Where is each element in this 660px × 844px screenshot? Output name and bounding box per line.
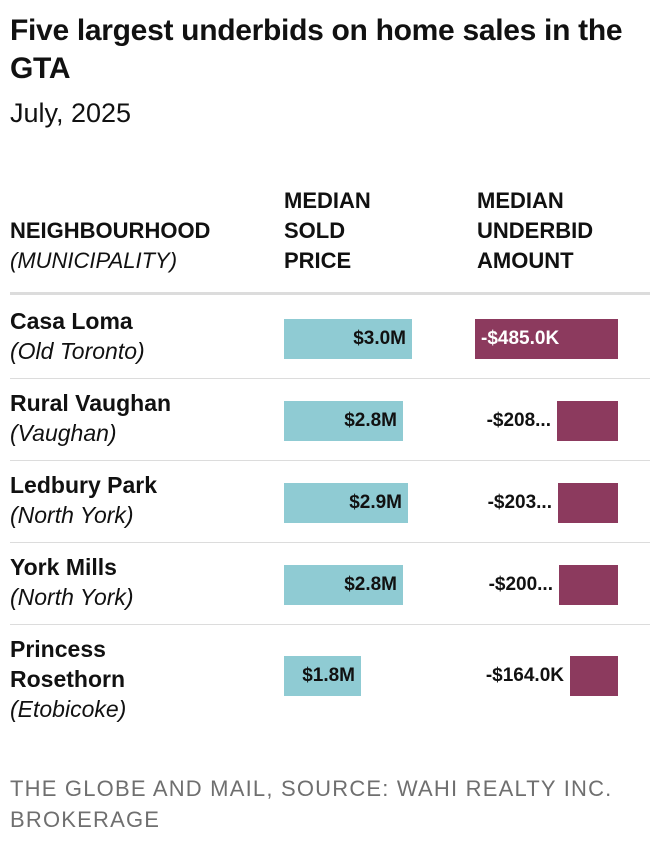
- header-divider: [10, 292, 650, 295]
- row-divider: [10, 460, 650, 461]
- municipality-name: (Etobicoke): [10, 696, 127, 722]
- price-label: $1.8M: [302, 665, 355, 686]
- price-label: $2.8M: [344, 574, 397, 595]
- column-header-neighbourhood-line2: (MUNICIPALITY): [10, 248, 178, 273]
- column-header-underbid: MEDIAN UNDERBID AMOUNT: [477, 186, 593, 276]
- price-bar: [284, 565, 403, 605]
- municipality-name: (Old Toronto): [10, 338, 145, 364]
- neighbourhood-cell: Ledbury Park (North York): [10, 470, 157, 530]
- source-credit: THE GLOBE AND MAIL, SOURCE: WAHI REALTY …: [10, 773, 650, 835]
- municipality-name: (North York): [10, 584, 134, 610]
- municipality-name: (Vaughan): [10, 420, 117, 446]
- price-label: $2.8M: [344, 410, 397, 431]
- underbid-label: -$485.0K: [481, 328, 560, 349]
- underbid-label: -$208...: [486, 410, 551, 431]
- underbid-label: -$200...: [488, 574, 553, 595]
- column-header-neighbourhood: NEIGHBOURHOOD (MUNICIPALITY): [10, 216, 210, 276]
- price-bar: [284, 483, 408, 523]
- underbid-bar: [558, 483, 618, 523]
- row-divider: [10, 378, 650, 379]
- neighbourhood-name: Princess: [10, 636, 106, 662]
- underbid-bar: [570, 656, 618, 696]
- municipality-name: (North York): [10, 502, 134, 528]
- underbid-label: -$203...: [487, 492, 552, 513]
- underbid-bar: [475, 319, 618, 359]
- price-label: $2.9M: [349, 492, 402, 513]
- column-header-underbid-line2: UNDERBID: [477, 218, 594, 243]
- price-bar: [284, 319, 412, 359]
- column-header-underbid-line3: AMOUNT: [477, 248, 574, 273]
- column-header-price-line2: SOLD: [284, 218, 346, 243]
- neighbourhood-name: York Mills: [10, 554, 117, 580]
- chart-title: Five largest underbids on home sales in …: [10, 14, 623, 85]
- neighbourhood-name: Casa Loma: [10, 308, 133, 334]
- column-header-neighbourhood-line1: NEIGHBOURHOOD: [10, 218, 211, 243]
- underbid-label: -$164.0K: [485, 665, 564, 686]
- neighbourhood-name: Rural Vaughan: [10, 390, 172, 416]
- column-header-price-line3: PRICE: [284, 248, 352, 273]
- source-credit-line2: BROKERAGE: [10, 807, 161, 832]
- price-label: $3.0M: [353, 328, 406, 349]
- neighbourhood-cell: York Mills (North York): [10, 552, 134, 612]
- neighbourhood-name: Ledbury Park: [10, 472, 157, 498]
- neighbourhood-name: Rosethorn: [10, 666, 125, 692]
- price-bar: [284, 656, 361, 696]
- column-header-underbid-line1: MEDIAN: [477, 188, 564, 213]
- price-bar: [284, 401, 403, 441]
- source-credit-line1: THE GLOBE AND MAIL, SOURCE: WAHI REALTY …: [10, 776, 613, 801]
- underbid-bar: [557, 401, 618, 441]
- chart-subtitle: July, 2025: [10, 98, 132, 128]
- neighbourhood-cell: Rural Vaughan (Vaughan): [10, 388, 171, 448]
- column-header-price-line1: MEDIAN: [284, 188, 371, 213]
- row-divider: [10, 624, 650, 625]
- neighbourhood-cell: Princess Rosethorn (Etobicoke): [10, 634, 126, 724]
- row-divider: [10, 542, 650, 543]
- underbid-bar: [559, 565, 618, 605]
- column-header-price: MEDIAN SOLD PRICE: [284, 186, 371, 276]
- neighbourhood-cell: Casa Loma (Old Toronto): [10, 306, 145, 366]
